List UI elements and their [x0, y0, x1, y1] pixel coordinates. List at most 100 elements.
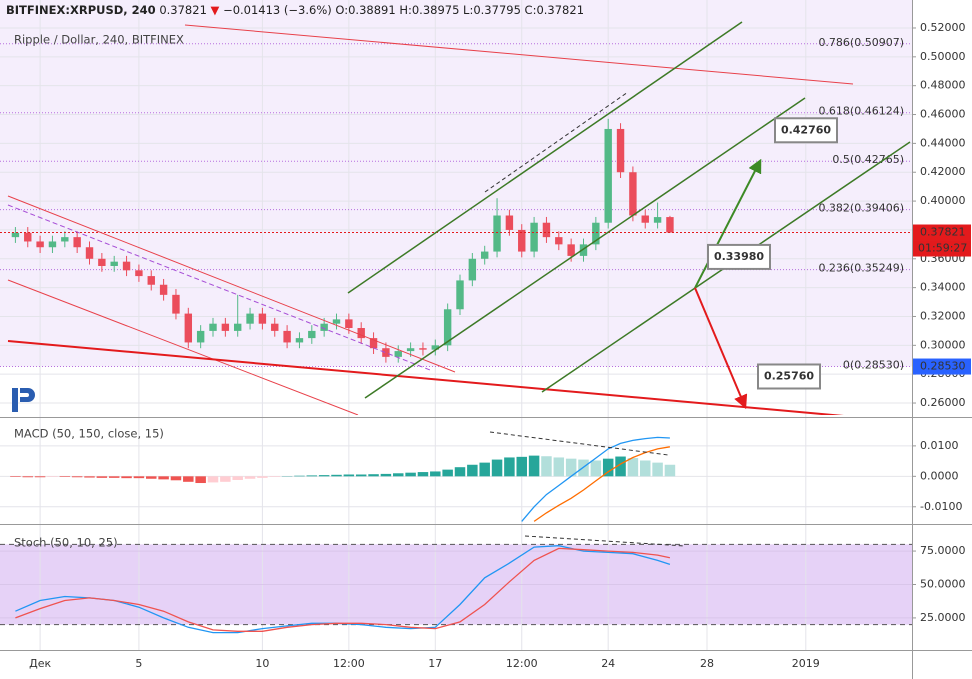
y-tick-label: 25.0000 — [920, 611, 966, 624]
macd-bar — [479, 462, 490, 477]
macd-bar — [417, 472, 429, 477]
candle-body — [271, 323, 279, 331]
candle-body — [184, 313, 193, 343]
candle-body — [85, 247, 94, 259]
candle-body — [592, 222, 600, 245]
macd-bar — [183, 476, 194, 482]
candle-body — [24, 232, 32, 242]
target-label: 0.25760 — [764, 369, 814, 382]
macd-line — [521, 436, 670, 522]
y-tick-label: 0.44000 — [920, 136, 966, 149]
candle-body — [555, 237, 563, 245]
macd-bar — [343, 474, 355, 477]
y-tick-label: 0.50000 — [920, 50, 966, 63]
macd-bar — [590, 460, 602, 477]
macd-bar — [158, 476, 169, 480]
y-tick-label: 0.48000 — [920, 79, 966, 92]
candle-body — [258, 313, 267, 324]
y-tick-label: 0.26000 — [920, 396, 966, 409]
macd-bar — [565, 458, 577, 477]
target-box — [757, 363, 821, 390]
candle-body — [196, 330, 205, 343]
trend-line — [484, 91, 629, 193]
candle-body — [172, 294, 180, 314]
macd-bar — [393, 473, 404, 477]
macd-bar — [627, 458, 639, 477]
macd-bar — [22, 476, 34, 478]
price-marker-box — [913, 358, 971, 375]
fib-label: 0.382(0.39406) — [818, 202, 904, 215]
target-box — [707, 243, 771, 270]
macd-bar — [220, 476, 231, 482]
macd-bar — [615, 456, 626, 477]
macd-bar — [368, 474, 379, 477]
y-tick-label: 0.0100 — [920, 439, 959, 452]
candle-body — [443, 309, 452, 346]
macd-bar — [602, 458, 614, 477]
y-tick-label: 0.40000 — [920, 194, 966, 207]
macd-bar — [195, 476, 206, 484]
price-marker-label: 0.28530 — [920, 360, 966, 373]
ohlc: O:0.38891 H:0.38975 L:0.37795 C:0.37821 — [335, 3, 584, 17]
macd-bar — [59, 476, 71, 477]
macd-bar — [121, 476, 132, 479]
x-tick-label: 5 — [135, 657, 142, 670]
divergence-lines — [489, 431, 686, 547]
candle-body — [234, 323, 242, 331]
candle-body — [135, 270, 143, 277]
candle-body — [394, 351, 402, 357]
subtitle: Ripple / Dollar, 240, BITFINEX — [14, 33, 184, 47]
y-tick-label: 50.0000 — [920, 577, 966, 590]
macd-bar — [541, 456, 552, 477]
fib-label: 0.786(0.50907) — [818, 36, 904, 49]
y-tick-label: 0.32000 — [920, 309, 966, 322]
candle-body — [61, 237, 69, 242]
macd-title: MACD (50, 150, close, 15) — [14, 427, 164, 441]
candle-body — [110, 261, 118, 266]
trend-line — [7, 204, 431, 371]
y-tick-label: 0.52000 — [920, 21, 966, 34]
channel-line — [364, 97, 806, 399]
target-label: 0.42760 — [781, 123, 831, 136]
macd-bar — [504, 457, 515, 477]
candle-body — [98, 258, 106, 266]
candle-body — [36, 241, 44, 248]
candle-body — [357, 328, 365, 339]
x-tick-label: 2019 — [792, 657, 820, 670]
fib-label: 0.618(0.46124) — [818, 105, 904, 118]
change-arrow: ▼ — [211, 3, 220, 17]
macd-bar — [257, 476, 268, 478]
target-arrow — [694, 158, 762, 289]
macd-bar — [318, 475, 330, 477]
trend-line — [7, 340, 844, 415]
macd-bar — [467, 464, 478, 477]
macd-bar — [516, 456, 527, 477]
candle-body — [221, 323, 230, 331]
macd-bar — [405, 472, 416, 477]
timer-box — [913, 240, 971, 257]
candle-body — [320, 323, 328, 331]
candle-body — [518, 229, 526, 252]
target-label: 0.33980 — [714, 250, 764, 263]
candle-body — [666, 217, 674, 233]
macd-bar — [380, 473, 392, 477]
x-tick-label: 17 — [428, 657, 442, 670]
macd-bar — [454, 467, 466, 477]
candle-body — [505, 215, 514, 230]
macd-bar — [430, 471, 441, 477]
candle-body — [653, 217, 662, 223]
macd-bar — [294, 475, 305, 477]
x-tick-label: 10 — [255, 657, 269, 670]
macd-bar — [84, 476, 95, 478]
candle-body — [382, 348, 390, 357]
macd-bar — [207, 476, 219, 483]
macd-bar — [170, 476, 182, 481]
macd-bar — [306, 475, 318, 477]
x-tick-label: 28 — [700, 657, 714, 670]
y-tick-label: 0.34000 — [920, 281, 966, 294]
macd-bar — [232, 476, 243, 480]
y-tick-label: 0.30000 — [920, 338, 966, 351]
y-tick-label: 0.46000 — [920, 108, 966, 121]
macd-bar — [47, 476, 58, 477]
